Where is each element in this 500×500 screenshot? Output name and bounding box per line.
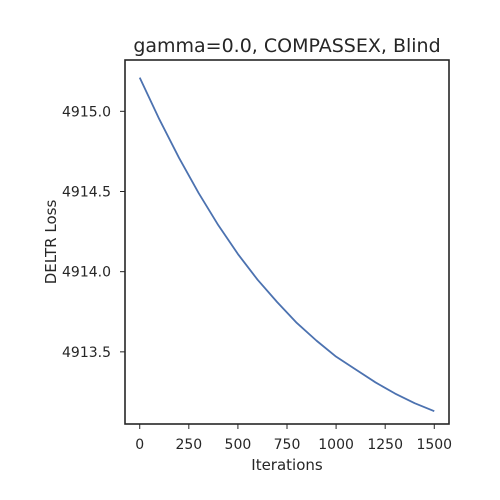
y-tick-label: 4915.0 [62,104,111,120]
x-tick-label: 250 [175,437,202,453]
x-axis-label: Iterations [251,456,323,474]
y-axis-label: DELTR Loss [42,200,60,285]
y-tick-label: 4914.0 [62,265,111,281]
chart-title: gamma=0.0, COMPASSEX, Blind [133,35,440,57]
x-axis: 0 250 500 750 1000 1250 1500 [135,424,452,453]
y-tick-label: 4914.5 [62,184,111,200]
plot-frame [124,59,450,425]
x-tick-label: 1500 [416,437,452,453]
x-tick-label: 750 [274,437,301,453]
plot-area [138,77,435,413]
x-tick-label: 0 [135,437,144,453]
y-tick-label: 4913.5 [62,345,111,361]
x-tick-label: 1000 [318,437,354,453]
y-axis: 4913.5 4914.0 4914.5 4915.0 [62,104,125,361]
series-line-0 [138,77,435,413]
x-tick-label: 1250 [367,437,403,453]
x-tick-label: 500 [225,437,252,453]
